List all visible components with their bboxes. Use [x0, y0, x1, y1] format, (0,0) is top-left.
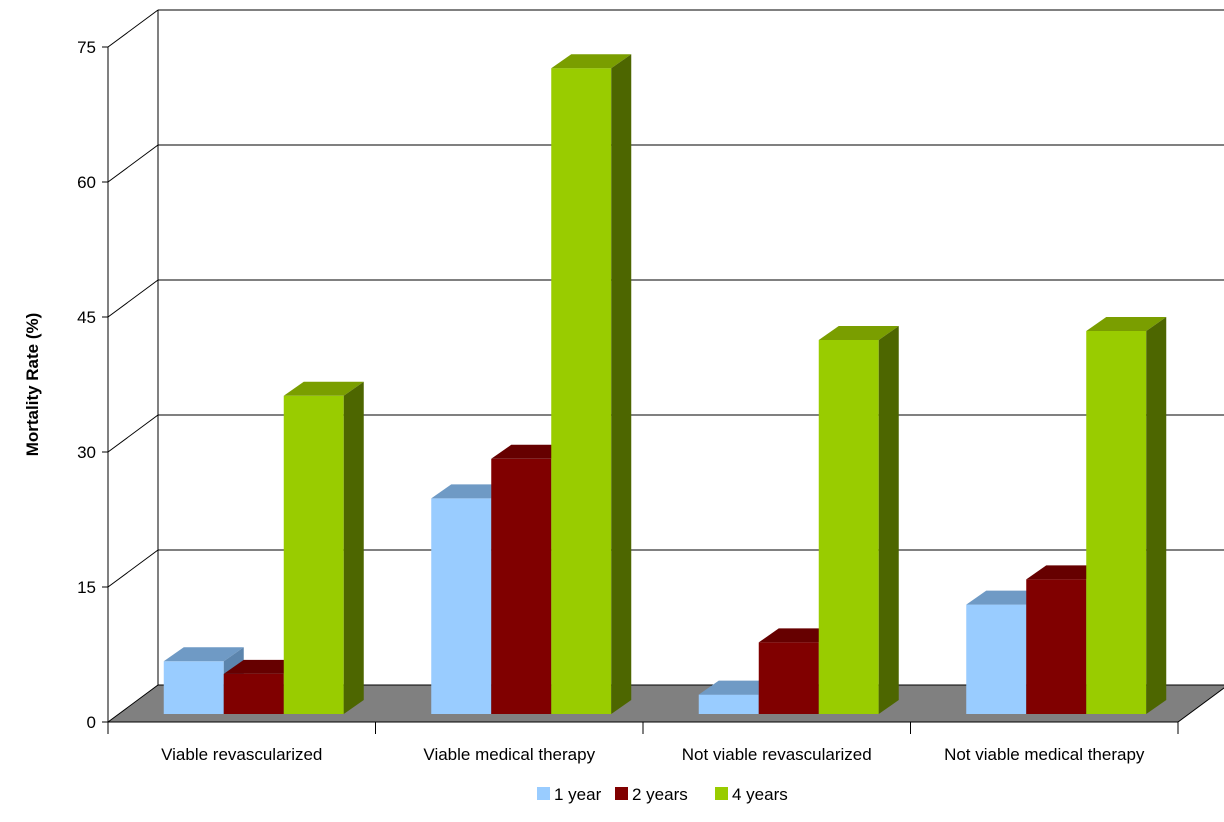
bars — [163, 54, 1167, 714]
bar-front — [223, 673, 284, 714]
y-tick-label: 45 — [77, 308, 96, 327]
bar-front — [966, 604, 1027, 714]
gridline-connector — [107, 279, 159, 318]
x-category-label: Not viable revascularized — [682, 745, 872, 764]
bar-side — [611, 54, 632, 714]
y-tick-label: 15 — [77, 578, 96, 597]
x-category-label: Not viable medical therapy — [944, 745, 1145, 764]
bar-top — [1086, 317, 1167, 331]
y-tick-label: 75 — [77, 38, 96, 57]
legend-swatch — [615, 787, 628, 800]
gridline-connector — [107, 414, 159, 453]
bar-side — [1146, 317, 1167, 714]
bar-side — [878, 326, 899, 714]
bar-top — [818, 326, 899, 340]
y-tick-label: 30 — [77, 443, 96, 462]
bar-top — [283, 381, 364, 396]
bar-top — [163, 647, 244, 662]
bar-front — [1026, 579, 1087, 714]
legend-label: 1 year — [554, 785, 602, 804]
bar-front — [431, 498, 492, 714]
labels: 0 15 30 45 60 75 Mortality Rate (%) Viable reva… — [23, 38, 1145, 764]
bar-front — [698, 694, 759, 714]
bar-front — [818, 340, 879, 714]
y-tick-label: 60 — [77, 173, 96, 192]
bar-front — [758, 642, 819, 714]
bar-top — [551, 54, 632, 69]
legend: 1 year 2 years 4 years — [537, 785, 788, 804]
axes — [102, 46, 1179, 734]
x-category-label: Viable revascularized — [161, 745, 322, 764]
legend-label: 2 years — [632, 785, 688, 804]
x-category-label: Viable medical therapy — [423, 745, 595, 764]
legend-swatch — [715, 787, 728, 800]
bar-front — [163, 661, 224, 714]
gridline-connector — [107, 144, 159, 183]
gridline-connector — [107, 549, 159, 588]
y-tick-label: 0 — [87, 713, 96, 732]
y-axis-title: Mortality Rate (%) — [23, 313, 42, 457]
bar-front — [1086, 331, 1147, 714]
bar-front — [551, 68, 612, 714]
gridline-connector — [107, 9, 159, 48]
bar-side — [343, 381, 364, 714]
legend-label: 4 years — [732, 785, 788, 804]
legend-swatch — [537, 787, 550, 800]
bar-front — [283, 395, 344, 714]
bar-front — [491, 458, 552, 714]
